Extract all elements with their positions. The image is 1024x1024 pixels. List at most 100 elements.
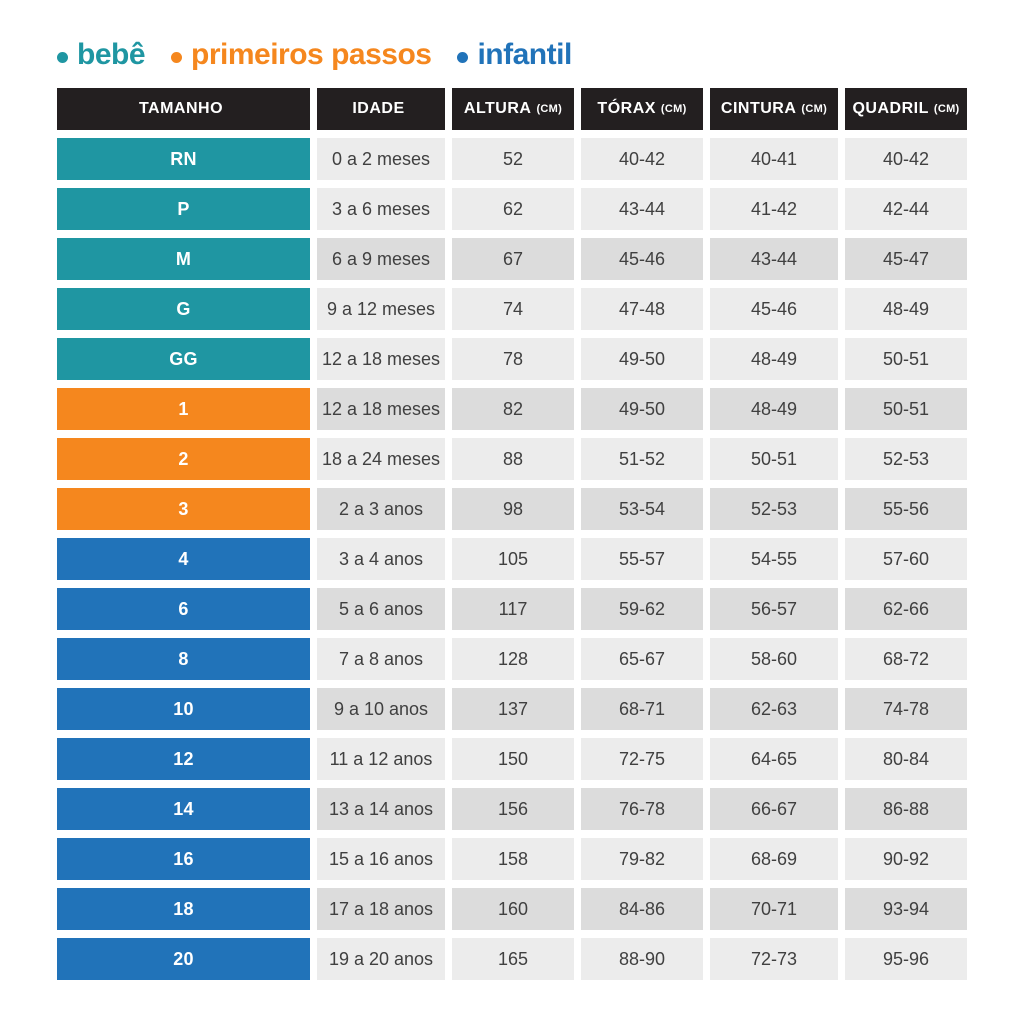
- size-cell: 3: [57, 488, 310, 530]
- legend-label: primeiros passos: [191, 38, 432, 71]
- column-header-label: ALTURA: [463, 100, 532, 117]
- altura-cell: 165: [452, 938, 574, 980]
- column-header-label: TÓRAX: [597, 100, 656, 117]
- altura-cell: 158: [452, 838, 574, 880]
- column-header-unit: (CM): [801, 103, 828, 115]
- altura-cell: 67: [452, 238, 574, 280]
- column-header-label: CINTURA: [720, 100, 797, 117]
- size-cell: G: [57, 288, 310, 330]
- cintura-cell: 56-57: [710, 588, 838, 630]
- torax-cell: 65-67: [581, 638, 703, 680]
- quadril-cell: 68-72: [845, 638, 967, 680]
- idade-cell: 19 a 20 anos: [317, 938, 445, 980]
- idade-cell: 11 a 12 anos: [317, 738, 445, 780]
- cintura-cell: 52-53: [710, 488, 838, 530]
- cintura-cell: 58-60: [710, 638, 838, 680]
- altura-cell: 117: [452, 588, 574, 630]
- altura-cell: 150: [452, 738, 574, 780]
- quadril-cell: 45-47: [845, 238, 967, 280]
- quadril-cell: 42-44: [845, 188, 967, 230]
- legend-item-infantil: infantil: [457, 38, 572, 72]
- cintura-cell: 66-67: [710, 788, 838, 830]
- idade-cell: 2 a 3 anos: [317, 488, 445, 530]
- legend-item-primeiros-passos: primeiros passos: [171, 38, 432, 72]
- cintura-cell: 64-65: [710, 738, 838, 780]
- quadril-cell: 55-56: [845, 488, 967, 530]
- torax-cell: 45-46: [581, 238, 703, 280]
- quadril-cell: 80-84: [845, 738, 967, 780]
- idade-cell: 0 a 2 meses: [317, 138, 445, 180]
- size-cell: M: [57, 238, 310, 280]
- size-cell: 20: [57, 938, 310, 980]
- idade-cell: 9 a 10 anos: [317, 688, 445, 730]
- torax-cell: 47-48: [581, 288, 703, 330]
- column-header-altura: ALTURA (CM): [452, 88, 574, 130]
- size-cell: 2: [57, 438, 310, 480]
- bullet-icon: [57, 51, 68, 63]
- bullet-icon: [171, 51, 183, 63]
- quadril-cell: 50-51: [845, 388, 967, 430]
- altura-cell: 98: [452, 488, 574, 530]
- torax-cell: 43-44: [581, 188, 703, 230]
- column-header-idade: IDADE: [317, 88, 445, 130]
- column-header-label: QUADRIL: [852, 100, 929, 117]
- size-cell: GG: [57, 338, 310, 380]
- category-legend: bebê primeiros passos infantil: [57, 36, 1024, 74]
- idade-cell: 15 a 16 anos: [317, 838, 445, 880]
- column-header-tamanho: TAMANHO: [57, 88, 310, 130]
- torax-cell: 55-57: [581, 538, 703, 580]
- column-header-cintura: CINTURA (CM): [710, 88, 838, 130]
- torax-cell: 53-54: [581, 488, 703, 530]
- idade-cell: 3 a 6 meses: [317, 188, 445, 230]
- size-cell: 14: [57, 788, 310, 830]
- cintura-cell: 48-49: [710, 338, 838, 380]
- altura-cell: 62: [452, 188, 574, 230]
- quadril-cell: 93-94: [845, 888, 967, 930]
- cintura-cell: 50-51: [710, 438, 838, 480]
- quadril-cell: 50-51: [845, 338, 967, 380]
- cintura-cell: 43-44: [710, 238, 838, 280]
- column-header-unit: (CM): [933, 103, 960, 115]
- torax-cell: 76-78: [581, 788, 703, 830]
- cintura-cell: 54-55: [710, 538, 838, 580]
- size-cell: RN: [57, 138, 310, 180]
- torax-cell: 49-50: [581, 338, 703, 380]
- altura-cell: 88: [452, 438, 574, 480]
- torax-cell: 79-82: [581, 838, 703, 880]
- size-table: TAMANHO IDADE ALTURA (CM) TÓRAX (CM) CINTU…: [57, 88, 967, 980]
- cintura-cell: 72-73: [710, 938, 838, 980]
- idade-cell: 13 a 14 anos: [317, 788, 445, 830]
- idade-cell: 6 a 9 meses: [317, 238, 445, 280]
- legend-label: bebê: [77, 38, 146, 71]
- idade-cell: 7 a 8 anos: [317, 638, 445, 680]
- cintura-cell: 62-63: [710, 688, 838, 730]
- bullet-icon: [457, 51, 469, 63]
- quadril-cell: 57-60: [845, 538, 967, 580]
- idade-cell: 12 a 18 meses: [317, 338, 445, 380]
- altura-cell: 82: [452, 388, 574, 430]
- size-cell: 18: [57, 888, 310, 930]
- column-header-unit: (CM): [660, 103, 687, 115]
- torax-cell: 72-75: [581, 738, 703, 780]
- size-cell: 1: [57, 388, 310, 430]
- size-cell: P: [57, 188, 310, 230]
- quadril-cell: 74-78: [845, 688, 967, 730]
- quadril-cell: 52-53: [845, 438, 967, 480]
- column-header-unit: (CM): [536, 103, 563, 115]
- quadril-cell: 95-96: [845, 938, 967, 980]
- idade-cell: 17 a 18 anos: [317, 888, 445, 930]
- altura-cell: 156: [452, 788, 574, 830]
- size-cell: 4: [57, 538, 310, 580]
- altura-cell: 128: [452, 638, 574, 680]
- altura-cell: 137: [452, 688, 574, 730]
- torax-cell: 49-50: [581, 388, 703, 430]
- cintura-cell: 48-49: [710, 388, 838, 430]
- cintura-cell: 70-71: [710, 888, 838, 930]
- torax-cell: 59-62: [581, 588, 703, 630]
- idade-cell: 5 a 6 anos: [317, 588, 445, 630]
- quadril-cell: 48-49: [845, 288, 967, 330]
- size-cell: 12: [57, 738, 310, 780]
- column-header-quadril: QUADRIL (CM): [845, 88, 967, 130]
- quadril-cell: 90-92: [845, 838, 967, 880]
